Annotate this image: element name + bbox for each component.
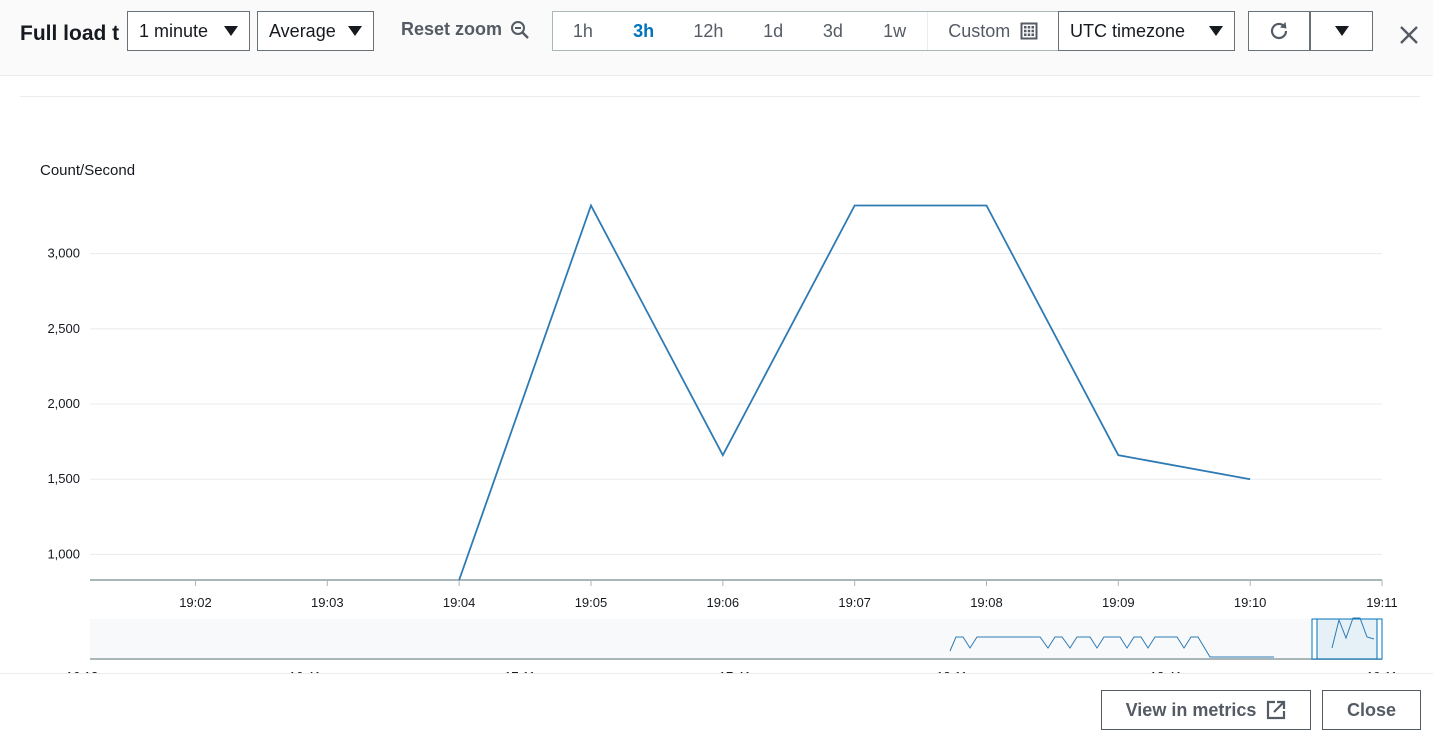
calendar-icon — [1020, 22, 1038, 40]
y-tick-label: 2,000 — [47, 396, 80, 411]
line-chart[interactable]: 1,000 1,500 2,000 2,500 3,000 19:02 19:03 19:0… — [0, 140, 1433, 673]
caret-down-icon — [224, 26, 238, 36]
series-line — [458, 203, 1251, 581]
overview-right-handle[interactable] — [1376, 618, 1383, 660]
overview-background — [90, 619, 1382, 659]
range-custom-label: Custom — [948, 20, 1011, 41]
close-icon[interactable] — [1398, 24, 1420, 46]
caret-down-icon — [1334, 26, 1349, 36]
reset-zoom-button[interactable]: Reset zoom — [401, 19, 530, 40]
overview-selected-series-line — [1331, 617, 1375, 649]
time-range-selector: 1h 3h 12h 1d 3d 1w Custom — [552, 11, 1059, 51]
x-tick-label: 19:06 — [707, 595, 740, 610]
refresh-button[interactable] — [1248, 11, 1310, 51]
overview-tick-label: 19:11 — [1366, 669, 1398, 673]
reset-zoom-label: Reset zoom — [401, 19, 503, 39]
timezone-select[interactable]: UTC timezone — [1058, 11, 1235, 51]
refresh-options-dropdown[interactable] — [1310, 11, 1373, 51]
external-link-icon — [1267, 700, 1286, 720]
view-in-metrics-button[interactable]: View in metrics — [1101, 690, 1311, 730]
overview-series-line — [949, 636, 1274, 658]
y-tick-label: 1,500 — [47, 471, 80, 486]
y-tick-label: 2,500 — [47, 321, 80, 336]
overview-tick-label: 18:41 — [1150, 669, 1183, 673]
range-custom[interactable]: Custom — [927, 12, 1058, 50]
overview-left-handle[interactable] — [1311, 618, 1318, 660]
timezone-select-value: UTC timezone — [1070, 20, 1186, 41]
divider — [20, 96, 1420, 97]
overview-tick-label: 16:13 — [66, 669, 99, 673]
modal-header: Full load t 1 minute Average Reset zoom … — [0, 0, 1433, 76]
zoom-out-icon — [511, 20, 529, 39]
x-tick-label: 19:05 — [575, 595, 608, 610]
x-tick-label: 19:11 — [1366, 595, 1398, 610]
widget-title: Full load t — [20, 22, 120, 45]
range-12h[interactable]: 12h — [693, 20, 724, 41]
range-1w[interactable]: 1w — [883, 20, 907, 41]
caret-down-icon — [348, 26, 362, 36]
x-tick-label: 19:07 — [838, 595, 871, 610]
caret-down-icon — [1209, 26, 1223, 36]
overview-tick-label: 17:11 — [504, 669, 536, 673]
x-tick-label: 19:10 — [1234, 595, 1267, 610]
overview-selection-window[interactable] — [1313, 618, 1381, 660]
overview-tick-label: 17:41 — [719, 669, 752, 673]
x-tick-label: 19:02 — [179, 595, 212, 610]
y-axis-label: Count/Second — [40, 162, 136, 179]
statistic-select-value: Average — [269, 20, 336, 41]
x-tick-label: 19:04 — [443, 595, 476, 610]
period-select[interactable]: 1 minute — [127, 11, 250, 51]
range-1h[interactable]: 1h — [572, 20, 593, 41]
range-3h[interactable]: 3h — [633, 20, 655, 41]
x-tick-label: 19:08 — [970, 595, 1003, 610]
overview-tick-label: 16:41 — [289, 669, 322, 673]
refresh-icon — [1270, 22, 1288, 40]
x-tick-label: 19:03 — [311, 595, 344, 610]
y-tick-label: 3,000 — [47, 246, 80, 261]
close-button[interactable]: Close — [1322, 690, 1421, 730]
statistic-select[interactable]: Average — [257, 11, 374, 51]
range-1d[interactable]: 1d — [763, 20, 784, 41]
y-tick-label: 1,000 — [47, 546, 80, 561]
view-in-metrics-label: View in metrics — [1125, 699, 1257, 720]
period-select-value: 1 minute — [139, 20, 209, 41]
x-tick-label: 19:09 — [1102, 595, 1135, 610]
overview-tick-label: 18:11 — [936, 669, 968, 673]
time-overview-navigator: 16:13 16:41 17:11 17:41 18:11 18:41 19:11 — [66, 617, 1398, 673]
range-3d[interactable]: 3d — [822, 20, 843, 41]
modal-footer: View in metrics Close — [0, 673, 1433, 736]
close-button-label: Close — [1346, 699, 1397, 720]
